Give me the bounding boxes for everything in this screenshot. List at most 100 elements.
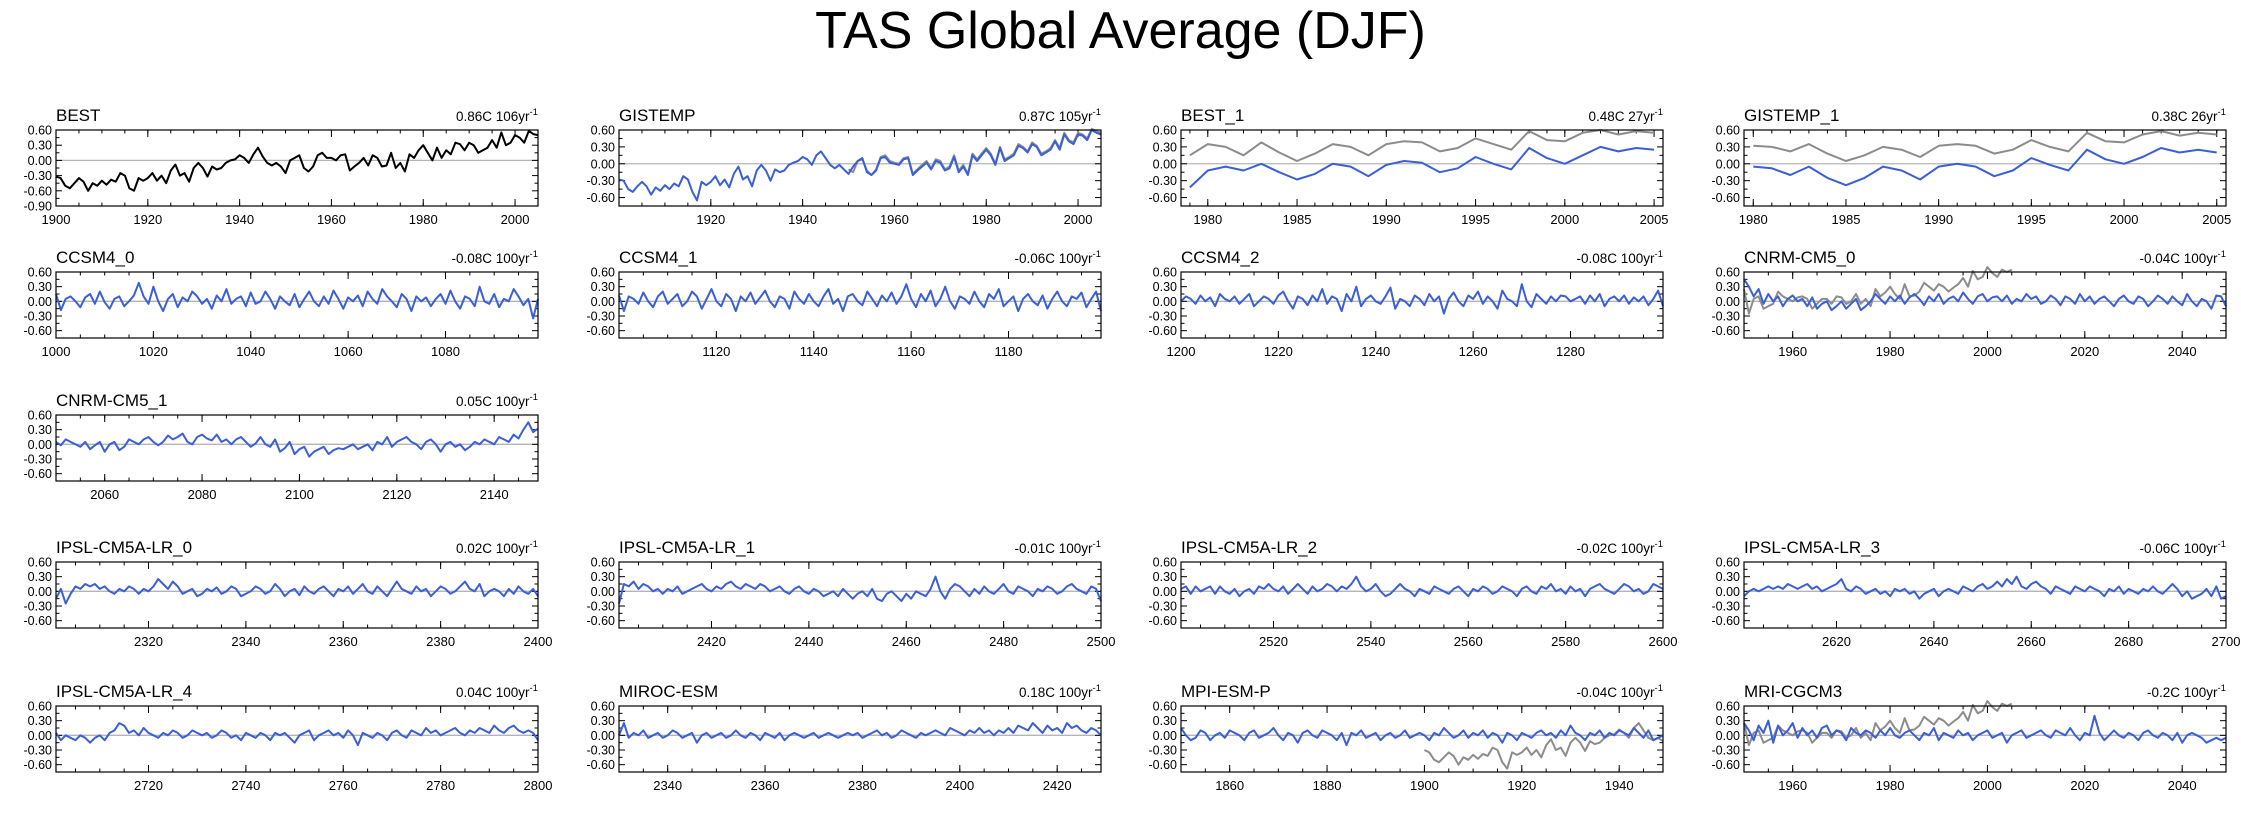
x-tick-label: 2680 [2114,634,2143,649]
y-tick-label: 0.30 [591,570,615,584]
y-tick-label: 0.00 [28,154,52,168]
x-tick-label: 2040 [2168,344,2197,359]
y-tick-label: -0.60 [24,758,53,772]
trend-label: -0.04C 100yr-1 [2140,249,2227,266]
series-line-obs [1753,130,2217,162]
x-tick-label: 2340 [653,778,682,793]
y-tick-label: -0.60 [587,614,616,628]
plot-frame [618,705,1102,773]
x-tick-label: 2040 [2168,778,2197,793]
x-tick-label: 2400 [524,634,553,649]
x-tick-label: 1240 [1361,344,1390,359]
y-tick-label: -0.30 [24,310,53,324]
x-tick-label: 2000 [1064,212,1093,227]
y-tick-label: -0.60 [587,191,616,205]
trend-label: 0.48C 27yr-1 [1589,107,1664,124]
y-tick-label: 0.00 [591,157,615,171]
series-line-model [55,281,539,320]
panel-ipsl-cm5a-lr-3: IPSL-CM5A-LR_3 -0.06C 100yr-1 0.600.300.00… [1712,538,2241,649]
panel-best-1: BEST_1 0.48C 27yr-1 0.60 0.30 0.00 -0.30 -0.60… [1149,106,1669,227]
y-tick-label: 0.00 [1153,295,1177,309]
x-tick-label: 2000 [1973,344,2002,359]
trend-label: -0.02C 100yr-1 [1577,539,1664,556]
panel-label: GISTEMP_1 [1744,106,1839,125]
x-tick-label: 1920 [133,212,162,227]
panel-ipsl-cm5a-lr-1: IPSL-CM5A-LR_1 -0.01C 100yr-1 0.600.300.00… [587,538,1116,649]
plot-frame [1743,271,2227,339]
y-tick-label: 0.60 [28,409,52,423]
x-tick-label: 2020 [2070,778,2099,793]
panel-gistemp-1: GISTEMP_1 0.38C 26yr-1 0.60 0.30 0.00 -0.30 -0… [1712,106,2232,227]
panel-ccsm4-0: CCSM4_0 -0.08C 100yr-1 0.600.300.00-0.30-0… [24,248,539,359]
y-tick-label: -0.60 [587,758,616,772]
panel-mpi-esm-p: MPI-ESM-P -0.04C 100yr-1 0.600.300.00-0.30… [1149,682,1664,793]
x-tick-label: 2380 [848,778,877,793]
x-tick-label: 1960 [880,212,909,227]
y-tick-label: -0.60 [1149,324,1178,338]
trend-label: 0.04C 100yr-1 [456,683,538,700]
x-tick-label: 2140 [480,487,509,502]
series-line-model [1743,714,2227,744]
x-tick-label: 1260 [1459,344,1488,359]
plot-frame [55,705,539,773]
series-line-model [1743,575,2227,600]
x-tick-label: 2005 [1640,212,1669,227]
series-line-model [1189,145,1655,189]
trend-label: -0.01C 100yr-1 [1015,539,1102,556]
x-tick-label: 2100 [285,487,314,502]
plot-frame [1743,705,2227,773]
series-line-model [55,578,539,605]
y-tick-label: -0.30 [24,453,53,467]
x-tick-label: 2060 [90,487,119,502]
x-tick-label: 1980 [1739,212,1768,227]
x-tick-label: 1980 [1876,778,1905,793]
x-tick-label: 1000 [42,344,71,359]
chart-title: TAS Global Average (DJF) [815,2,1426,60]
y-tick-label: -0.60 [1149,614,1178,628]
plot-frame [1743,561,2227,629]
y-tick-label: 0.60 [1716,124,1740,138]
trend-label: 0.86C 106yr-1 [456,107,538,124]
panel-label: BEST_1 [1181,106,1244,125]
y-tick-label: -0.30 [1149,600,1178,614]
y-tick-label: 0.30 [1716,714,1740,728]
x-tick-label: 1900 [42,212,71,227]
series-line-model [55,421,539,458]
y-tick-label: -0.30 [587,174,616,188]
x-tick-label: 1980 [1193,212,1222,227]
plot-frame [618,129,1102,207]
y-tick-label: -0.30 [24,600,53,614]
panel-label: IPSL-CM5A-LR_4 [56,682,192,701]
y-tick-label: 0.30 [28,714,52,728]
panel-label: IPSL-CM5A-LR_2 [1181,538,1317,557]
y-tick-label: 0.60 [1716,556,1740,570]
y-tick-label: 0.30 [1716,140,1740,154]
x-tick-label: 1940 [225,212,254,227]
y-tick-label: -0.60 [24,467,53,481]
x-tick-label: 2640 [1919,634,1948,649]
y-tick-label: -0.60 [24,184,53,198]
y-tick-label: -0.30 [587,600,616,614]
x-tick-label: 2360 [329,634,358,649]
panel-label: GISTEMP [619,106,696,125]
series-line-model [1180,724,1664,747]
x-tick-label: 2360 [751,778,780,793]
x-tick-label: 1180 [995,344,1023,359]
x-tick-label: 1985 [1283,212,1312,227]
y-tick-label: 0.00 [28,438,52,452]
x-tick-label: 2320 [134,634,163,649]
y-tick-label: 0.30 [1153,714,1177,728]
y-tick-label: 0.60 [591,556,615,570]
y-tick-label: -0.60 [1712,191,1741,205]
panel-ipsl-cm5a-lr-4: IPSL-CM5A-LR_4 0.04C 100yr-10.600.300.00-… [24,682,553,793]
trend-label: -0.08C 100yr-1 [452,249,539,266]
panel-label: CCSM4_0 [56,248,134,267]
panel-label: IPSL-CM5A-LR_1 [619,538,755,557]
x-tick-label: 2380 [426,634,455,649]
panel-label: MPI-ESM-P [1181,682,1271,701]
y-tick-label: -0.30 [24,169,53,183]
series-line-obs [1189,129,1655,162]
x-tick-label: 2780 [426,778,455,793]
panel-label: MRI-CGCM3 [1744,682,1842,701]
